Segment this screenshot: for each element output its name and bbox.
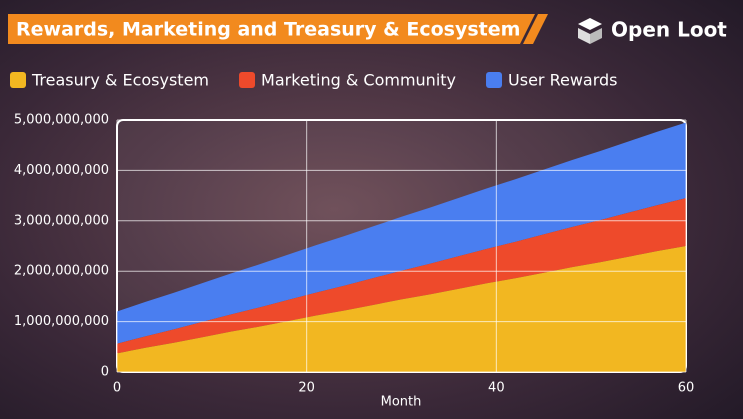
legend-swatch [10, 72, 26, 88]
x-axis-label: Month [381, 395, 422, 410]
plot [116, 119, 687, 373]
legend-label: Treasury & Ecosystem [31, 71, 209, 90]
legend-swatch [486, 72, 503, 88]
logo [578, 18, 602, 44]
x-tick-label: 40 [488, 381, 505, 396]
y-tick-label: 4,000,000,000 [14, 163, 109, 178]
y-tick-label: 5,000,000,000 [14, 113, 109, 128]
y-tick-label: 3,000,000,000 [14, 213, 109, 228]
y-tick-label: 1,000,000,000 [14, 314, 109, 329]
area [117, 246, 686, 372]
legend-label: Marketing & Community [261, 71, 456, 90]
x-tick-label: 20 [298, 381, 315, 396]
legend: Treasury & Ecosystem Marketing & Communit… [10, 71, 618, 90]
title: Rewards, Marketing and Treasury & Ecosys… [16, 19, 520, 41]
y-tick-label: 2,000,000,000 [14, 264, 109, 279]
area [117, 198, 686, 354]
y-tick-label: 0 [101, 365, 109, 380]
banner-stripe [523, 14, 548, 44]
x-tick-label: 60 [678, 381, 695, 396]
brand: Open Loot [611, 18, 727, 42]
x-tick-label: 0 [113, 381, 121, 396]
legend-label: User Rewards [508, 71, 617, 90]
area [117, 122, 686, 344]
legend-swatch [239, 72, 256, 88]
title-banner [8, 14, 535, 44]
